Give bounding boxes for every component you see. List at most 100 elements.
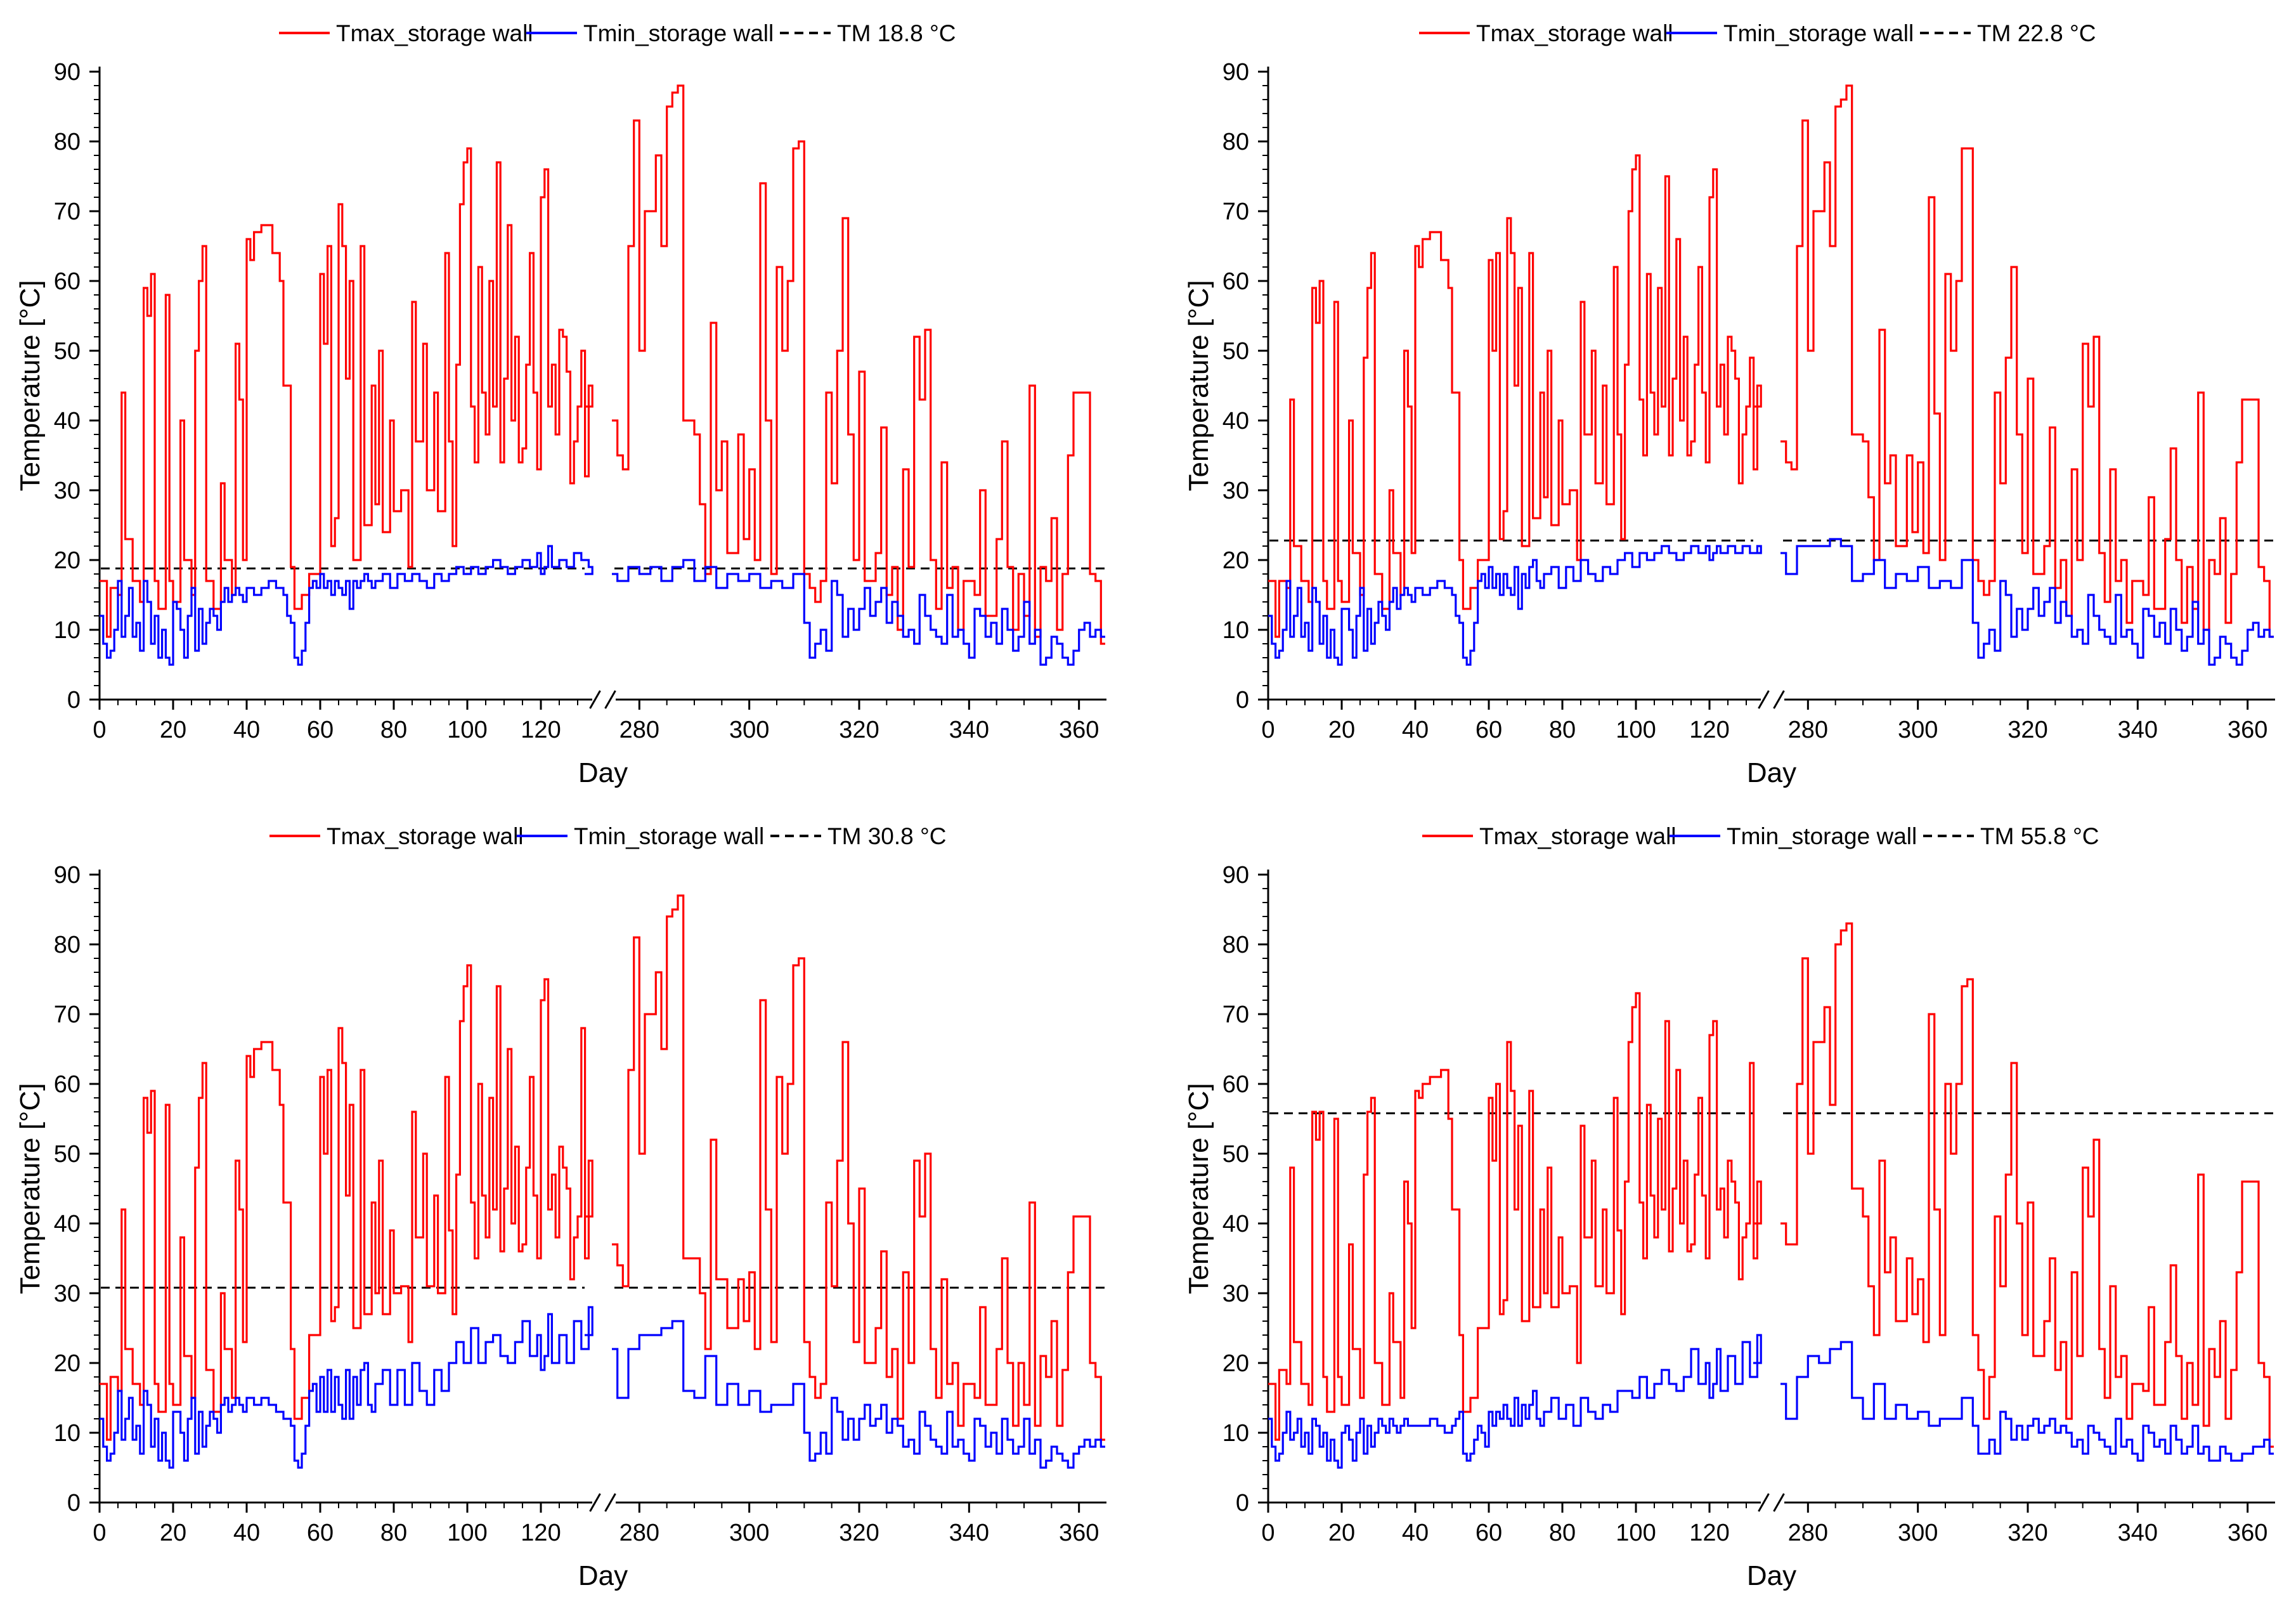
- y-tick-label: 50: [1223, 1141, 1249, 1168]
- x-tick-label: 300: [729, 717, 769, 743]
- x-tick-label: 20: [160, 1520, 186, 1546]
- x-tick-label: 300: [1898, 717, 1938, 743]
- x-tick-label: 40: [233, 1520, 260, 1546]
- y-tick-label: 60: [1223, 1071, 1249, 1098]
- x-tick-label: 360: [2228, 1520, 2267, 1546]
- x-tick-label: 0: [93, 717, 106, 743]
- x-tick-label: 360: [1059, 717, 1099, 743]
- axis-break-mark: [589, 690, 601, 709]
- x-tick-label: 20: [160, 717, 186, 743]
- axis-break-mark: [589, 1493, 601, 1512]
- legend-tmax-label: Tmax_storage wall: [336, 20, 533, 46]
- x-tick-label: 40: [1402, 1520, 1429, 1546]
- y-tick-label: 80: [1223, 932, 1249, 958]
- y-tick-label: 80: [54, 129, 81, 155]
- legend: Tmax_storage wall Tmin_storage wall TM 18.…: [279, 20, 956, 46]
- x-tick-label: 100: [1616, 1520, 1656, 1546]
- tmax-series-line: [612, 894, 1105, 1441]
- tmin-series-line: [1268, 545, 1762, 666]
- axis-break-mark: [604, 1493, 616, 1512]
- y-tick-label: 20: [54, 547, 81, 574]
- tmin-series-line: [612, 559, 1105, 666]
- x-tick-label: 120: [1689, 1520, 1729, 1546]
- y-tick-label: 20: [54, 1350, 81, 1377]
- legend-tmax-label: Tmax_storage wall: [1479, 823, 1677, 849]
- axis-break-mark: [1773, 690, 1785, 709]
- x-tick-label: 280: [1788, 1520, 1828, 1546]
- x-tick-label: 360: [1059, 1520, 1099, 1546]
- y-tick-label: 20: [1223, 547, 1249, 574]
- x-tick-label: 0: [93, 1520, 106, 1546]
- y-tick-label: 0: [1236, 687, 1249, 714]
- x-tick-label: 60: [1476, 1520, 1502, 1546]
- y-tick-label: 80: [54, 932, 81, 958]
- y-tick-label: 70: [1223, 1001, 1249, 1028]
- y-tick-label: 60: [54, 1071, 81, 1098]
- y-tick-label: 80: [1223, 129, 1249, 155]
- y-tick-label: 70: [54, 199, 81, 225]
- axis-break-mark: [604, 690, 616, 709]
- x-tick-label: 360: [2228, 717, 2267, 743]
- y-axis-label: Temperature [°C]: [1183, 1083, 1214, 1294]
- x-axis-label: Day: [1747, 757, 1796, 788]
- x-tick-label: 120: [1689, 717, 1729, 743]
- x-tick-label: 100: [447, 717, 487, 743]
- x-tick-label: 20: [1328, 1520, 1355, 1546]
- legend-tmin-label: Tmin_storage wall: [1727, 823, 1917, 849]
- y-tick-label: 30: [54, 478, 81, 504]
- tmax-series-line: [100, 147, 593, 638]
- legend-tmin-label: Tmin_storage wall: [574, 823, 764, 849]
- x-tick-label: 40: [1402, 717, 1429, 743]
- y-tick-label: 60: [54, 268, 81, 295]
- y-tick-label: 10: [1223, 617, 1249, 644]
- y-tick-label: 90: [54, 862, 81, 889]
- tmax-series-line: [612, 84, 1105, 645]
- y-tick-label: 0: [67, 1490, 81, 1516]
- y-tick-label: 40: [54, 408, 81, 434]
- y-tick-label: 70: [1223, 199, 1249, 225]
- y-axis-label: Temperature [°C]: [15, 1083, 46, 1294]
- y-tick-label: 90: [1223, 59, 1249, 86]
- x-tick-label: 120: [521, 1520, 561, 1546]
- legend-tmax-label: Tmax_storage wall: [327, 823, 524, 849]
- legend-tm-label: TM 55.8 °C: [1980, 823, 2099, 849]
- x-tick-label: 40: [233, 717, 260, 743]
- axis-break-mark: [1773, 1493, 1785, 1512]
- axis-break-mark: [1758, 1493, 1770, 1512]
- legend: Tmax_storage wall Tmin_storage wall TM 55.…: [1422, 823, 2099, 849]
- chart-panel-bottom-left: 0 10 20 30 40 50 60 70 80 90 0 20 40 60 80 100 120 280 300…: [15, 823, 1106, 1591]
- y-tick-label: 90: [1223, 862, 1249, 889]
- y-tick-label: 50: [54, 1141, 81, 1168]
- x-tick-label: 80: [380, 717, 407, 743]
- x-tick-label: 340: [2118, 717, 2158, 743]
- x-tick-label: 80: [1549, 1520, 1576, 1546]
- x-tick-label: 60: [307, 1520, 334, 1546]
- x-tick-label: 60: [1476, 717, 1502, 743]
- x-tick-label: 320: [2007, 1520, 2047, 1546]
- x-axis-label: Day: [1747, 1560, 1796, 1591]
- x-tick-label: 100: [447, 1520, 487, 1546]
- tmin-series-line: [100, 1306, 593, 1469]
- tmax-series-line: [1780, 84, 2274, 638]
- x-tick-label: 280: [1788, 717, 1828, 743]
- y-tick-label: 30: [54, 1281, 81, 1307]
- y-tick-label: 90: [54, 59, 81, 86]
- legend-tm-label: TM 30.8 °C: [827, 823, 947, 849]
- tmin-series-line: [612, 1320, 1105, 1469]
- y-tick-label: 20: [1223, 1350, 1249, 1377]
- y-tick-label: 30: [1223, 478, 1249, 504]
- x-tick-label: 60: [307, 717, 334, 743]
- x-tick-label: 120: [521, 717, 561, 743]
- x-tick-label: 20: [1328, 717, 1355, 743]
- x-tick-label: 280: [619, 1520, 659, 1546]
- y-tick-label: 10: [1223, 1420, 1249, 1447]
- y-axis-label: Temperature [°C]: [1183, 280, 1214, 491]
- x-tick-label: 300: [729, 1520, 769, 1546]
- legend: Tmax_storage wall Tmin_storage wall TM 30.…: [269, 823, 947, 849]
- legend-tm-label: TM 22.8 °C: [1977, 20, 2096, 46]
- y-tick-label: 40: [54, 1211, 81, 1237]
- y-tick-label: 40: [1223, 1211, 1249, 1237]
- x-tick-label: 300: [1898, 1520, 1938, 1546]
- x-tick-label: 80: [1549, 717, 1576, 743]
- y-tick-label: 50: [54, 338, 81, 365]
